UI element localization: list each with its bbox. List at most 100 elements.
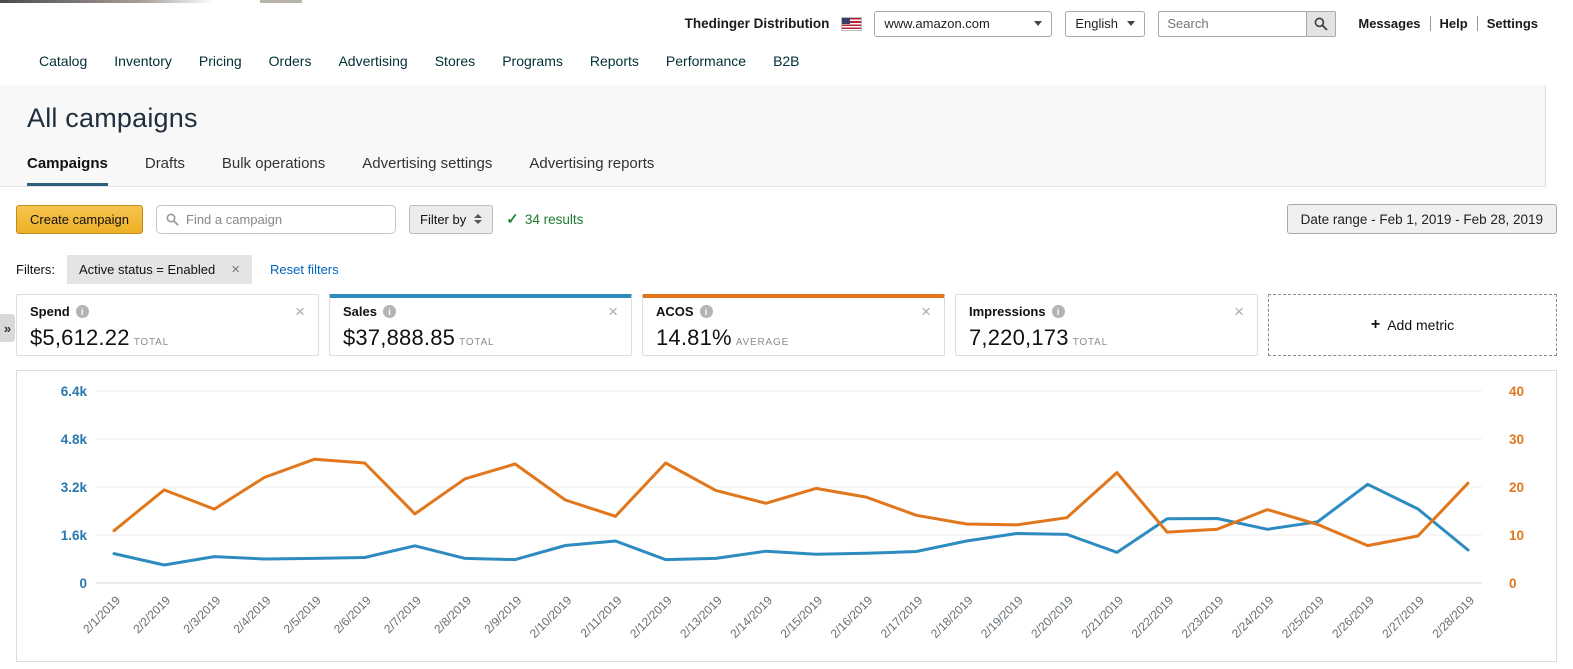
- tab-campaigns[interactable]: Campaigns: [27, 155, 108, 186]
- metric-cards: Spendi×$5,612.22TOTALSalesi×$37,888.85TO…: [16, 294, 1557, 356]
- main-nav: Catalog Inventory Pricing Orders Advertising…: [0, 47, 1573, 85]
- nav-item-b2b[interactable]: B2B: [773, 53, 799, 69]
- page-title: All campaigns: [27, 103, 1545, 134]
- metric-value: 7,220,173TOTAL: [969, 325, 1244, 351]
- search-icon: [1314, 17, 1328, 31]
- info-icon[interactable]: i: [700, 305, 713, 318]
- metric-card-acos: ACOS i × 14.81%AVERAGE: [642, 294, 945, 356]
- info-icon[interactable]: i: [76, 305, 89, 318]
- x-axis-date-label: 2/25/2019: [1279, 593, 1327, 641]
- metric-qualifier: TOTAL: [459, 337, 494, 348]
- info-icon[interactable]: i: [383, 305, 396, 318]
- left-axis-tick: 3.2k: [61, 480, 88, 495]
- right-axis-tick: 40: [1509, 384, 1524, 399]
- marketplace-value: www.amazon.com: [884, 16, 989, 31]
- filter-chip: Active status = Enabled ×: [67, 255, 252, 284]
- top-link-settings[interactable]: Settings: [1477, 16, 1547, 31]
- nav-item-catalog[interactable]: Catalog: [39, 53, 87, 69]
- create-campaign-button[interactable]: Create campaign: [16, 205, 143, 234]
- find-campaign-input[interactable]: [186, 212, 386, 227]
- tab-drafts[interactable]: Drafts: [145, 155, 185, 186]
- filters-row: Filters: Active status = Enabled × Reset …: [16, 255, 1557, 284]
- results-count: ✓ 34 results: [506, 210, 583, 228]
- left-axis-tick: 6.4k: [61, 384, 88, 399]
- search-button[interactable]: [1306, 11, 1336, 37]
- window-edge-artifact: [0, 0, 215, 3]
- x-axis-date-label: 2/21/2019: [1078, 593, 1126, 641]
- tab-advertising-settings[interactable]: Advertising settings: [362, 155, 492, 186]
- language-dropdown[interactable]: English: [1065, 11, 1145, 37]
- us-flag-icon: [842, 18, 861, 30]
- nav-item-inventory[interactable]: Inventory: [114, 53, 172, 69]
- chevron-down-icon: [1034, 21, 1042, 26]
- nav-item-pricing[interactable]: Pricing: [199, 53, 242, 69]
- nav-item-stores[interactable]: Stores: [435, 53, 475, 69]
- performance-chart[interactable]: 6.4k404.8k303.2k201.6k10002/1/20192/2/20…: [17, 371, 1556, 661]
- left-axis-tick: 1.6k: [61, 528, 88, 543]
- language-value: English: [1075, 16, 1118, 31]
- filter-by-button[interactable]: Filter by: [409, 205, 493, 234]
- chevron-down-icon: [1127, 21, 1135, 26]
- x-axis-date-label: 2/3/2019: [180, 593, 223, 636]
- x-axis-date-label: 2/5/2019: [281, 593, 324, 636]
- metric-value: 14.81%AVERAGE: [656, 325, 931, 351]
- filters-label: Filters:: [16, 262, 55, 277]
- nav-item-advertising[interactable]: Advertising: [338, 53, 407, 69]
- x-axis-date-label: 2/14/2019: [727, 593, 775, 641]
- page-header: All campaigns Campaigns Drafts Bulk operat…: [0, 85, 1546, 187]
- left-axis-tick: 4.8k: [61, 432, 88, 447]
- close-icon[interactable]: ×: [921, 303, 931, 320]
- right-axis-tick: 20: [1509, 480, 1524, 495]
- info-icon[interactable]: i: [1052, 305, 1065, 318]
- metric-card-head: Spendi ×: [30, 303, 305, 320]
- nav-item-programs[interactable]: Programs: [502, 53, 563, 69]
- metric-name: Spend: [30, 304, 70, 319]
- x-axis-date-label: 2/23/2019: [1179, 593, 1227, 641]
- reset-filters-link[interactable]: Reset filters: [270, 262, 339, 277]
- nav-item-performance[interactable]: Performance: [666, 53, 746, 69]
- x-axis-date-label: 2/11/2019: [578, 593, 625, 640]
- marketplace-dropdown[interactable]: www.amazon.com: [874, 11, 1052, 37]
- find-campaign-box: [156, 205, 396, 234]
- checkmark-icon: ✓: [506, 210, 519, 228]
- metric-card-impressions: Impressionsi×7,220,173TOTAL: [955, 294, 1258, 356]
- x-axis-date-label: 2/6/2019: [331, 593, 374, 636]
- sort-arrows-icon: [474, 214, 482, 224]
- right-axis-tick: 10: [1509, 528, 1524, 543]
- sidebar-expander-button[interactable]: »: [0, 314, 15, 342]
- close-icon[interactable]: ×: [295, 303, 305, 320]
- metric-qualifier: AVERAGE: [736, 337, 789, 348]
- right-axis-tick: 30: [1509, 432, 1524, 447]
- nav-item-reports[interactable]: Reports: [590, 53, 639, 69]
- close-icon[interactable]: ×: [1234, 303, 1244, 320]
- nav-item-orders[interactable]: Orders: [269, 53, 312, 69]
- performance-chart-panel: 6.4k404.8k303.2k201.6k10002/1/20192/2/20…: [16, 370, 1557, 662]
- add-metric-label: Add metric: [1387, 317, 1454, 333]
- metric-card-spend: Spendi×$5,612.22TOTAL: [16, 294, 319, 356]
- tab-advertising-reports[interactable]: Advertising reports: [529, 155, 654, 186]
- top-link-help[interactable]: Help: [1430, 16, 1477, 31]
- metric-card-head: Impressionsi×: [969, 303, 1244, 320]
- x-axis-date-label: 2/7/2019: [381, 593, 424, 636]
- close-icon[interactable]: ×: [608, 303, 618, 320]
- metric-value: $37,888.85TOTAL: [343, 325, 618, 351]
- x-axis-date-label: 2/17/2019: [878, 593, 926, 641]
- x-axis-date-label: 2/26/2019: [1329, 593, 1377, 641]
- x-axis-date-label: 2/13/2019: [677, 593, 725, 641]
- x-axis-date-label: 2/15/2019: [778, 593, 826, 641]
- x-axis-date-label: 2/20/2019: [1028, 593, 1076, 641]
- date-range-button[interactable]: Date range - Feb 1, 2019 - Feb 28, 2019: [1287, 204, 1557, 234]
- filter-chip-label: Active status = Enabled: [79, 262, 215, 277]
- x-axis-date-label: 2/16/2019: [828, 593, 876, 641]
- tab-bulk-operations[interactable]: Bulk operations: [222, 155, 325, 186]
- metric-name: ACOS: [656, 304, 694, 319]
- x-axis-date-label: 2/27/2019: [1379, 593, 1427, 641]
- top-link-messages[interactable]: Messages: [1349, 16, 1429, 31]
- search-input[interactable]: [1158, 11, 1306, 37]
- x-axis-date-label: 2/2/2019: [130, 593, 173, 636]
- window-edge-artifact: [260, 0, 302, 3]
- add-metric-button[interactable]: + Add metric: [1268, 294, 1557, 356]
- remove-filter-icon[interactable]: ×: [231, 262, 240, 277]
- x-axis-date-label: 2/12/2019: [627, 593, 675, 641]
- tab-bar: Campaigns Drafts Bulk operations Advertisin…: [27, 155, 1545, 186]
